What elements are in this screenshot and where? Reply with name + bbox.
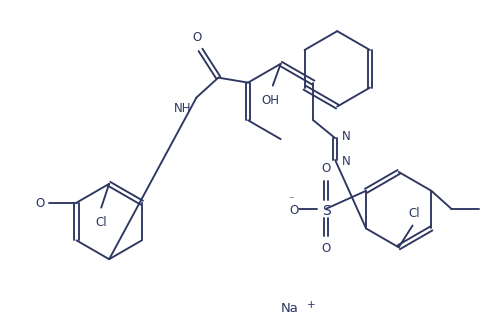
Text: Cl: Cl [409, 207, 420, 219]
Text: O: O [289, 204, 299, 217]
Text: Cl: Cl [95, 215, 107, 229]
Text: ⁻: ⁻ [288, 196, 294, 206]
Text: OH: OH [262, 94, 280, 107]
Text: Na: Na [281, 302, 299, 315]
Text: +: + [306, 300, 315, 310]
Text: S: S [322, 204, 331, 217]
Text: N: N [342, 156, 351, 168]
Text: N: N [342, 130, 351, 143]
Text: O: O [192, 31, 201, 44]
Text: O: O [322, 242, 331, 255]
Text: NH: NH [174, 102, 191, 116]
Text: O: O [322, 162, 331, 175]
Text: O: O [35, 197, 45, 210]
